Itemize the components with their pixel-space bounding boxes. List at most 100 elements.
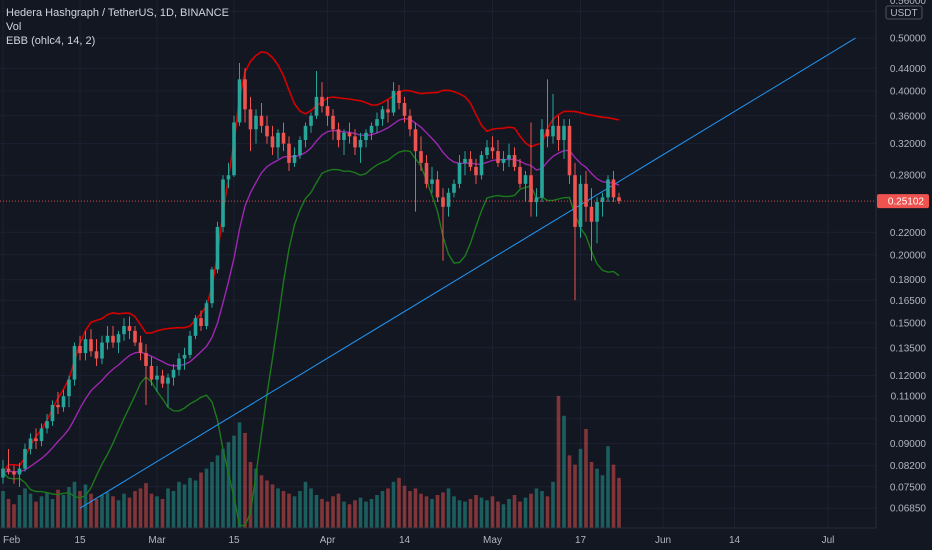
volume-bar [144, 483, 148, 528]
trendline[interactable] [79, 37, 856, 509]
candle [12, 465, 16, 484]
candle-body [595, 202, 599, 222]
price-axis[interactable]: 0.50000 0.44000 0.40000 0.36000 0.32000 0.280… [875, 0, 932, 550]
candle-body [518, 166, 522, 184]
candle [292, 147, 297, 167]
volume-bar [292, 496, 297, 528]
volume-bar [160, 498, 165, 528]
volume-bar [424, 496, 429, 528]
volume-bar [50, 498, 55, 528]
volume-bar [17, 495, 22, 528]
candle [320, 82, 324, 113]
volume-bar [265, 480, 269, 528]
candle [397, 85, 401, 110]
candle [78, 335, 82, 361]
candle-body [391, 90, 396, 113]
volume-bar [402, 485, 407, 528]
middle-band [2, 117, 620, 473]
volume-bar [595, 468, 599, 528]
candle [386, 99, 390, 123]
candle-body [127, 326, 132, 331]
candle-body [281, 132, 286, 144]
volume-bar [468, 498, 473, 528]
volume-bar [584, 429, 588, 528]
price-tick-label: 0.09000 [890, 439, 927, 450]
candle-body [166, 377, 170, 384]
candle-body [12, 471, 16, 475]
legend-indicator[interactable]: EBB (ohlc4, 14, 2) [6, 35, 96, 47]
price-axis-background [876, 0, 932, 550]
candle [463, 151, 467, 176]
candle-body [193, 318, 198, 336]
volume-bar [578, 448, 583, 528]
volume-bar [314, 495, 319, 528]
volume-bar [248, 462, 253, 528]
time-tick-label: Jul [822, 535, 835, 546]
volume-bar [89, 493, 93, 528]
volume-bar [369, 498, 374, 528]
candle [138, 335, 143, 361]
candle-body [589, 206, 594, 222]
candle-body [144, 353, 148, 366]
candle-body [562, 125, 566, 140]
price-tick-label: 0.16500 [890, 296, 927, 307]
candle-body [155, 375, 159, 380]
time-axis[interactable]: Feb 15 Mar 15 Apr 14 May 17 Jun 14 Jul [0, 527, 876, 546]
volume-bar [111, 496, 115, 528]
volume-bar [303, 481, 308, 528]
candle [435, 171, 440, 203]
candle-body [441, 197, 445, 207]
candle [45, 414, 49, 434]
candle-body [567, 125, 572, 176]
candle-body [248, 109, 253, 130]
candle [155, 365, 159, 392]
candle-body [72, 346, 77, 380]
volume-bar [457, 500, 462, 528]
candle [474, 158, 478, 184]
candle [237, 63, 242, 126]
candle [391, 82, 396, 116]
candle [468, 151, 473, 172]
candle [534, 188, 539, 217]
legend-symbol[interactable]: Hedera Hashgraph / TetherUS, 1D, BINANCE [6, 7, 229, 19]
candle [336, 122, 341, 148]
candle-body [364, 132, 368, 140]
price-tick-label: 0.22000 [890, 228, 927, 239]
volume-bar [149, 493, 154, 528]
candle [545, 79, 550, 148]
candle-body [446, 192, 451, 207]
bollinger-bands [2, 50, 620, 527]
volume-bar [452, 496, 456, 528]
candle-body [534, 197, 539, 203]
candle-body [452, 183, 456, 193]
legend-volume[interactable]: Vol [6, 21, 22, 33]
volume-bar [67, 487, 71, 528]
trendline-segment[interactable] [79, 37, 856, 509]
candle-body [485, 147, 489, 156]
volume-bar [430, 498, 434, 528]
volume-bar [199, 472, 203, 528]
currency-label[interactable]: USDT [890, 8, 917, 19]
volume-bar [463, 501, 467, 528]
candle-body [237, 79, 242, 123]
volume-bar [391, 481, 396, 528]
candle [166, 373, 170, 408]
time-tick-label: Mar [148, 535, 166, 546]
volume-bar [364, 501, 368, 528]
price-tick-label: 0.08200 [890, 461, 927, 472]
candle [287, 136, 291, 172]
candle [309, 112, 313, 133]
volume-bar [320, 498, 324, 528]
candle-body [314, 96, 319, 116]
volume-bar [155, 496, 159, 528]
last-price-label: 0.25102 [888, 197, 925, 208]
candle [111, 326, 115, 348]
volume-bar [259, 475, 264, 528]
volume-bar [441, 492, 445, 528]
legend: Hedera Hashgraph / TetherUS, 1D, BINANCE… [6, 6, 229, 48]
candle [479, 151, 484, 180]
volume-bar [523, 497, 528, 528]
candle [364, 129, 368, 148]
candle-body [116, 334, 121, 343]
